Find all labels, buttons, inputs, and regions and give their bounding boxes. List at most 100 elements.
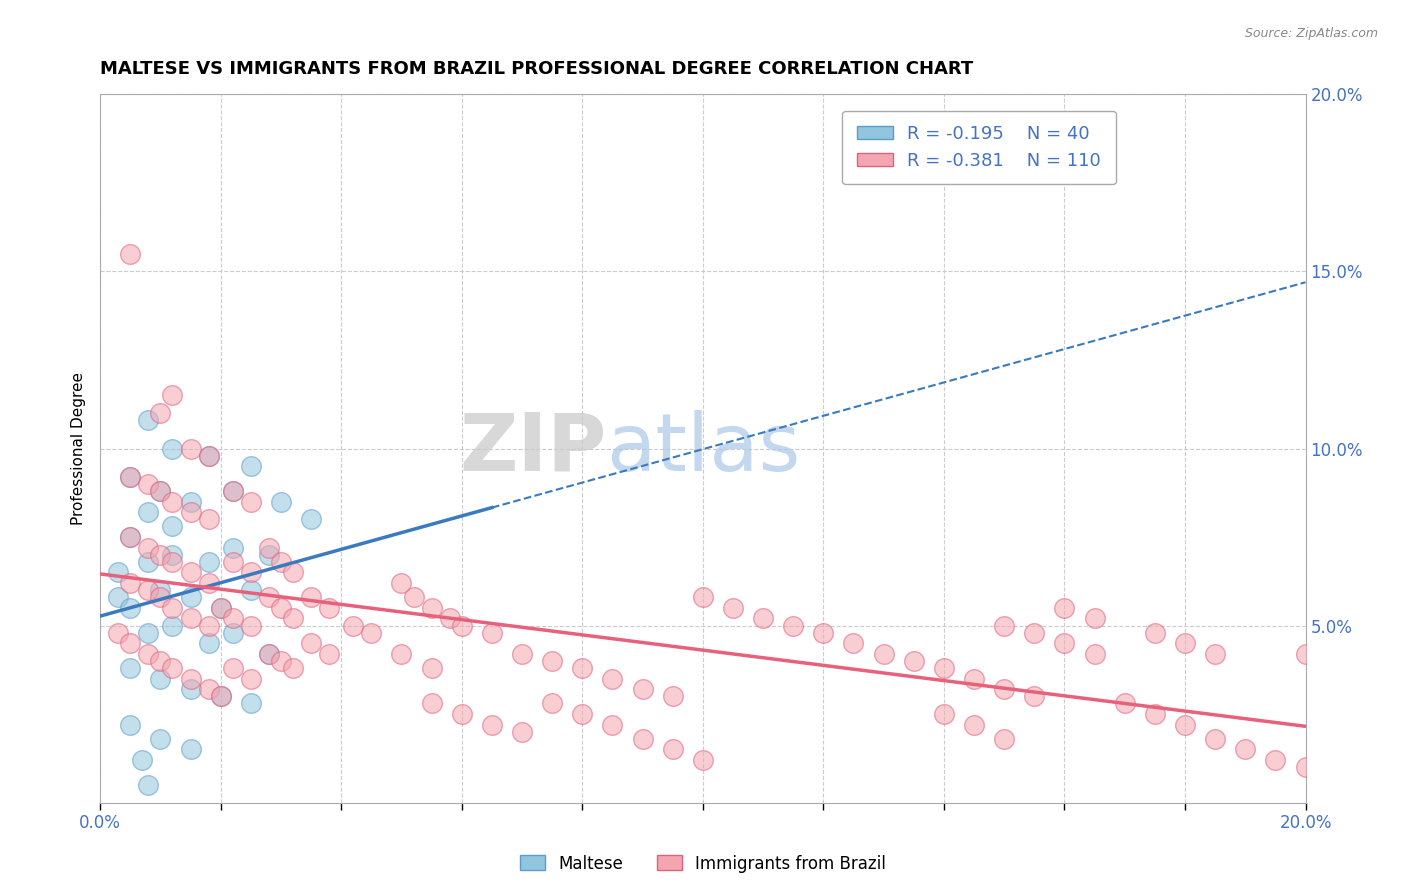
Point — [631, 682, 654, 697]
Point — [721, 600, 744, 615]
Point — [180, 682, 202, 697]
Point — [813, 625, 835, 640]
Point — [1295, 647, 1317, 661]
Point — [180, 611, 202, 625]
Point — [782, 618, 804, 632]
Point — [420, 600, 443, 615]
Point — [138, 555, 160, 569]
Point — [162, 388, 184, 402]
Point — [257, 647, 280, 661]
Point — [692, 753, 714, 767]
Point — [138, 477, 160, 491]
Point — [402, 591, 425, 605]
Point — [120, 530, 142, 544]
Point — [120, 600, 142, 615]
Point — [1264, 753, 1286, 767]
Point — [162, 442, 184, 456]
Point — [571, 707, 593, 722]
Point — [1204, 647, 1226, 661]
Point — [197, 682, 219, 697]
Point — [120, 246, 142, 260]
Point — [222, 541, 245, 555]
Point — [138, 647, 160, 661]
Point — [222, 611, 245, 625]
Point — [391, 647, 413, 661]
Point — [932, 707, 955, 722]
Point — [420, 697, 443, 711]
Point — [963, 717, 986, 731]
Point — [138, 583, 160, 598]
Point — [239, 618, 262, 632]
Point — [197, 576, 219, 591]
Point — [149, 548, 172, 562]
Point — [138, 778, 160, 792]
Point — [180, 591, 202, 605]
Point — [1053, 600, 1076, 615]
Point — [932, 661, 955, 675]
Point — [197, 636, 219, 650]
Point — [903, 654, 925, 668]
Point — [222, 483, 245, 498]
Point — [138, 625, 160, 640]
Point — [138, 413, 160, 427]
Point — [162, 618, 184, 632]
Point — [131, 753, 153, 767]
Text: atlas: atlas — [606, 409, 801, 488]
Point — [107, 566, 129, 580]
Point — [1143, 625, 1166, 640]
Point — [162, 548, 184, 562]
Point — [120, 576, 142, 591]
Point — [138, 505, 160, 519]
Point — [120, 530, 142, 544]
Point — [222, 625, 245, 640]
Point — [661, 742, 683, 756]
Point — [107, 591, 129, 605]
Point — [222, 661, 245, 675]
Point — [149, 483, 172, 498]
Point — [1024, 690, 1046, 704]
Point — [239, 672, 262, 686]
Point — [180, 742, 202, 756]
Point — [270, 555, 292, 569]
Point — [162, 555, 184, 569]
Point — [180, 505, 202, 519]
Point — [197, 449, 219, 463]
Point — [239, 494, 262, 508]
Point — [120, 470, 142, 484]
Point — [1143, 707, 1166, 722]
Point — [1174, 636, 1197, 650]
Point — [318, 600, 340, 615]
Point — [439, 611, 461, 625]
Point — [1114, 697, 1136, 711]
Point — [481, 625, 503, 640]
Point — [180, 566, 202, 580]
Point — [120, 661, 142, 675]
Point — [209, 690, 232, 704]
Point — [1174, 717, 1197, 731]
Point — [239, 697, 262, 711]
Point — [993, 682, 1015, 697]
Point — [239, 459, 262, 474]
Y-axis label: Professional Degree: Professional Degree — [72, 372, 86, 525]
Point — [872, 647, 894, 661]
Point — [149, 654, 172, 668]
Point — [197, 449, 219, 463]
Point — [239, 583, 262, 598]
Point — [149, 591, 172, 605]
Point — [120, 717, 142, 731]
Point — [120, 636, 142, 650]
Point — [510, 647, 533, 661]
Point — [120, 470, 142, 484]
Point — [993, 618, 1015, 632]
Point — [963, 672, 986, 686]
Point — [993, 731, 1015, 746]
Point — [1084, 647, 1107, 661]
Point — [149, 483, 172, 498]
Text: ZIP: ZIP — [460, 409, 606, 488]
Point — [299, 591, 322, 605]
Point — [257, 541, 280, 555]
Point — [197, 555, 219, 569]
Point — [281, 611, 304, 625]
Point — [420, 661, 443, 675]
Point — [239, 566, 262, 580]
